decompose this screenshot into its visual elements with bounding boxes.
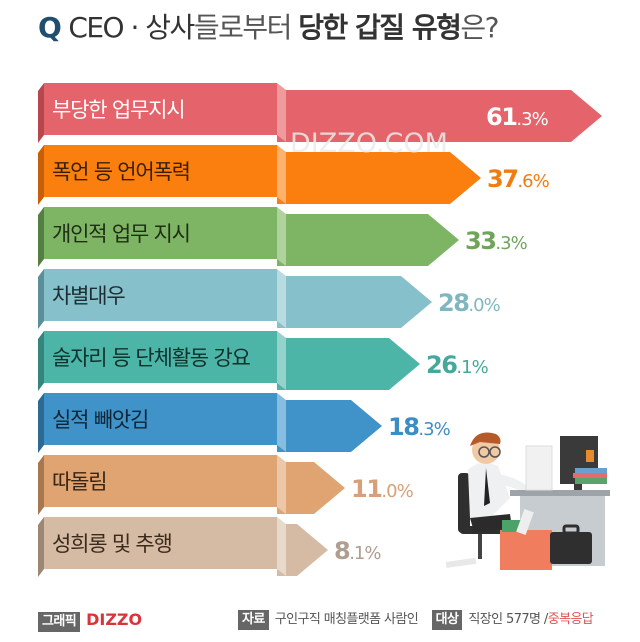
bar-fold — [277, 207, 286, 266]
footer-source: 자료 구인구직 매칭플랫폼 사람인 대상 직장인 577명 /중복응답 — [238, 610, 594, 630]
page-title: Q CEO · 상사들로부터 당한 갑질 유형은? — [38, 6, 499, 50]
bar-chart: 부당한 업무지시 61.3% 폭언 등 언어폭력 37.6% 개인적 업무 지시 33.3… — [38, 83, 602, 577]
bar-label: 부당한 업무지시 — [52, 98, 184, 122]
bar-row: 폭언 등 언어폭력 37.6% — [38, 145, 551, 205]
bar-label: 술자리 등 단체활동 강요 — [52, 346, 251, 370]
bar-label-box — [44, 145, 277, 197]
bar-arrow — [277, 152, 481, 204]
bar-row: 술자리 등 단체활동 강요 26.1% — [38, 331, 490, 391]
bar-bevel — [38, 331, 44, 391]
bar-label-box — [44, 207, 277, 259]
watermark: DIZZO.COM — [290, 128, 448, 159]
bar-row: 성희롱 및 추행 8.1% — [38, 517, 382, 577]
bar-row: 부당한 업무지시 61.3% — [38, 83, 602, 143]
bar-label-box — [44, 455, 277, 507]
bar-fold — [277, 455, 286, 514]
bar-label-box — [44, 517, 277, 569]
bar-fold — [277, 331, 286, 390]
bar-bevel — [38, 393, 44, 453]
bar-fold — [277, 517, 286, 576]
bar-value: 11.0% — [351, 475, 414, 503]
brand-logo: DIZZO — [86, 610, 143, 629]
bar-value: 37.6% — [487, 165, 550, 193]
title-part3: 당한 갑질 유형 — [298, 11, 462, 44]
bar-bevel — [38, 145, 44, 205]
bar-bevel — [38, 269, 44, 329]
bar-label: 성희롱 및 추행 — [52, 532, 172, 556]
bar-value: 61.3% — [486, 103, 549, 131]
target-tag: 대상 — [431, 610, 463, 630]
bar-arrow — [277, 338, 420, 390]
bar-value: 8.1% — [334, 537, 381, 565]
bar-bevel — [38, 517, 44, 577]
title-part2: 들로부터 — [193, 11, 293, 44]
bar-value: 28.0% — [438, 289, 501, 317]
bar-label: 실적 빼앗김 — [52, 408, 148, 432]
source-tag: 자료 — [238, 610, 269, 630]
bar-bevel — [38, 455, 44, 515]
title-part4: 은? — [460, 11, 499, 44]
bar-value: 26.1% — [426, 351, 489, 379]
footer-credit: 그래픽 DIZZO — [38, 610, 143, 632]
bar-fold — [277, 393, 286, 452]
title-part1: CEO · 상사 — [68, 11, 195, 44]
bar-row: 차별대우 28.0% — [38, 269, 502, 329]
bar-row: 개인적 업무 지시 33.3% — [38, 207, 529, 267]
bar-value: 33.3% — [465, 227, 528, 255]
bar-arrow — [277, 462, 345, 514]
bar-fold — [277, 145, 286, 204]
bar-label-box — [44, 393, 277, 445]
bar-arrow — [277, 90, 602, 142]
bar-arrow — [277, 214, 459, 266]
bar-arrow — [277, 524, 328, 576]
source-text: 구인구직 매칭플랫폼 사람인 — [274, 612, 419, 627]
bar-label: 개인적 업무 지시 — [52, 222, 190, 246]
graphic-tag: 그래픽 — [38, 612, 81, 632]
bar-bevel — [38, 207, 44, 267]
bar-fold — [277, 269, 286, 328]
bar-label: 따돌림 — [52, 470, 106, 494]
bar-label-box — [44, 331, 277, 383]
bar-value: 18.3% — [388, 413, 451, 441]
bar-row: 따돌림 11.0% — [38, 455, 415, 515]
bar-label-box — [44, 269, 277, 321]
bar-label-box — [44, 83, 277, 135]
bar-arrow — [277, 400, 382, 452]
office-worker-illustration — [445, 432, 610, 570]
target-note: 중복응답 — [547, 612, 594, 627]
bar-arrow — [277, 276, 432, 328]
bar-row: 실적 빼앗김 18.3% — [38, 393, 452, 453]
target-text: 직장인 577명 / — [468, 612, 548, 627]
q-mark: Q — [38, 11, 62, 44]
bar-label: 폭언 등 언어폭력 — [52, 160, 190, 184]
bar-bevel — [38, 83, 44, 143]
bar-fold — [277, 83, 286, 142]
bar-label: 차별대우 — [52, 284, 125, 308]
